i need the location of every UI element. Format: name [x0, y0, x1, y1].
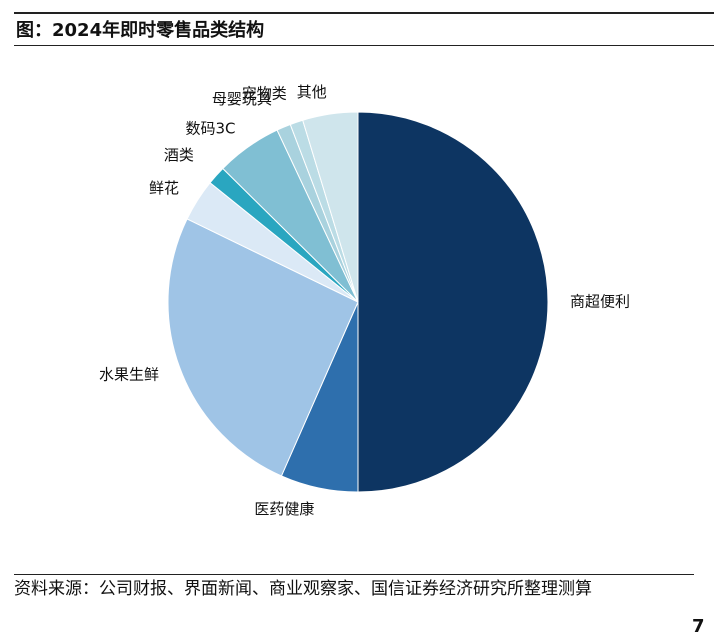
- slice-label: 酒类: [164, 146, 194, 164]
- slice-label: 宠物类: [242, 84, 287, 102]
- slice-label: 母婴玩具: [212, 90, 272, 108]
- source-note: 资料来源：公司财报、界面新闻、商业观察家、国信证券经济研究所整理测算: [14, 574, 694, 601]
- chart-title: 图：2024年即时零售品类结构: [14, 12, 714, 46]
- pie-slice: [357, 111, 549, 493]
- slice-label: 医药健康: [254, 500, 314, 518]
- slice-label: 商超便利: [570, 293, 630, 311]
- slice-label: 数码3C: [186, 119, 236, 137]
- page-number: 7: [692, 616, 705, 637]
- slice-label: 鲜花: [149, 179, 179, 197]
- pie-slice: [167, 218, 359, 477]
- slice-label: 其他: [297, 83, 327, 101]
- pie-slice: [302, 111, 359, 303]
- slice-label: 水果生鲜: [99, 366, 159, 384]
